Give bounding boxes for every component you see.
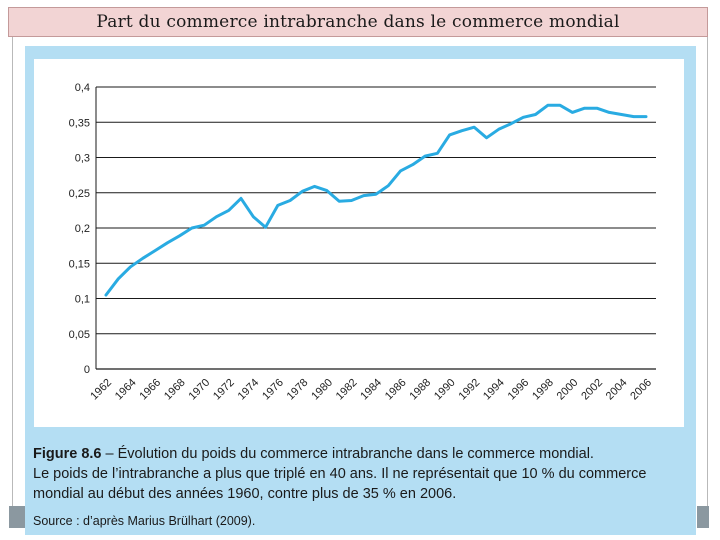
- y-tick-label: 0,4: [75, 82, 90, 94]
- slide-title: Part du commerce intrabranche dans le co…: [8, 7, 708, 37]
- x-tick-label: 1986: [383, 377, 409, 403]
- series-line-0: [104, 103, 648, 297]
- x-tick-label: 1970: [187, 377, 213, 403]
- caption-description: Le poids de l’intrabranche a plus que tr…: [33, 466, 647, 502]
- x-tick-label: 1996: [506, 377, 532, 403]
- figure-panel: 0 0,05 0,1 0,15 0,2 0,25 0,3 0,35 0,4 1962 1964 19…: [25, 46, 696, 535]
- caption-heading: Figure 8.6 – Évolution du poids du comme…: [33, 444, 673, 464]
- y-tick-label: 0,3: [75, 153, 90, 165]
- frame-border-left: [12, 37, 13, 507]
- line-chart: 00,050,10,150,20,250,30,350,4 1962196419…: [69, 82, 656, 403]
- footer-bar-left: [9, 506, 25, 528]
- x-tick-label: 1962: [88, 377, 114, 403]
- x-tick-label: 1982: [334, 377, 360, 403]
- x-tick-label: 2004: [604, 377, 630, 403]
- chart-area: 0 0,05 0,1 0,15 0,2 0,25 0,3 0,35 0,4 1962 1964 19…: [34, 59, 684, 427]
- grid-layer: [95, 86, 656, 370]
- x-tick-label: 1964: [113, 377, 139, 403]
- x-tick-label: 1984: [358, 377, 384, 403]
- figure-caption: Figure 8.6 – Évolution du poids du comme…: [33, 444, 673, 530]
- x-tick-label: 1972: [211, 377, 237, 403]
- x-tick-label: 1988: [407, 377, 433, 403]
- x-tick-label: 1976: [260, 377, 286, 403]
- y-tick-label: 0,05: [69, 329, 90, 341]
- x-tick-label: 1992: [457, 377, 483, 403]
- footer-bar-right: [697, 506, 709, 528]
- y-tick-label: 0,1: [75, 294, 90, 306]
- x-tick-label: 1990: [432, 377, 458, 403]
- y-tick-label: 0,35: [69, 117, 90, 129]
- caption-source: Source : d’après Marius Brülhart (2009).: [33, 514, 256, 528]
- y-tick-label: 0,25: [69, 188, 90, 200]
- figure-label: Figure 8.6: [33, 446, 102, 462]
- x-axis-ticks: 1962196419661968197019721974197619781980…: [88, 377, 654, 403]
- x-tick-label: 2006: [628, 377, 654, 403]
- series-layer: [104, 103, 648, 297]
- x-tick-label: 1994: [481, 377, 507, 403]
- y-tick-label: 0: [84, 364, 90, 376]
- y-tick-label: 0,15: [69, 258, 90, 270]
- x-tick-label: 1998: [530, 377, 556, 403]
- x-tick-label: 2002: [579, 377, 605, 403]
- x-tick-label: 1980: [309, 377, 335, 403]
- y-tick-label: 0,2: [75, 223, 90, 235]
- x-tick-label: 1978: [285, 377, 311, 403]
- figure-title: – Évolution du poids du commerce intrabr…: [101, 446, 594, 462]
- x-tick-label: 1966: [137, 377, 163, 403]
- x-tick-label: 1968: [162, 377, 188, 403]
- frame-border-right: [707, 37, 708, 507]
- x-tick-label: 2000: [555, 377, 581, 403]
- x-tick-label: 1974: [236, 377, 262, 403]
- y-axis-ticks: 0 0,05 0,1 0,15 0,2 0,25 0,3 0,35 0,4: [69, 82, 90, 376]
